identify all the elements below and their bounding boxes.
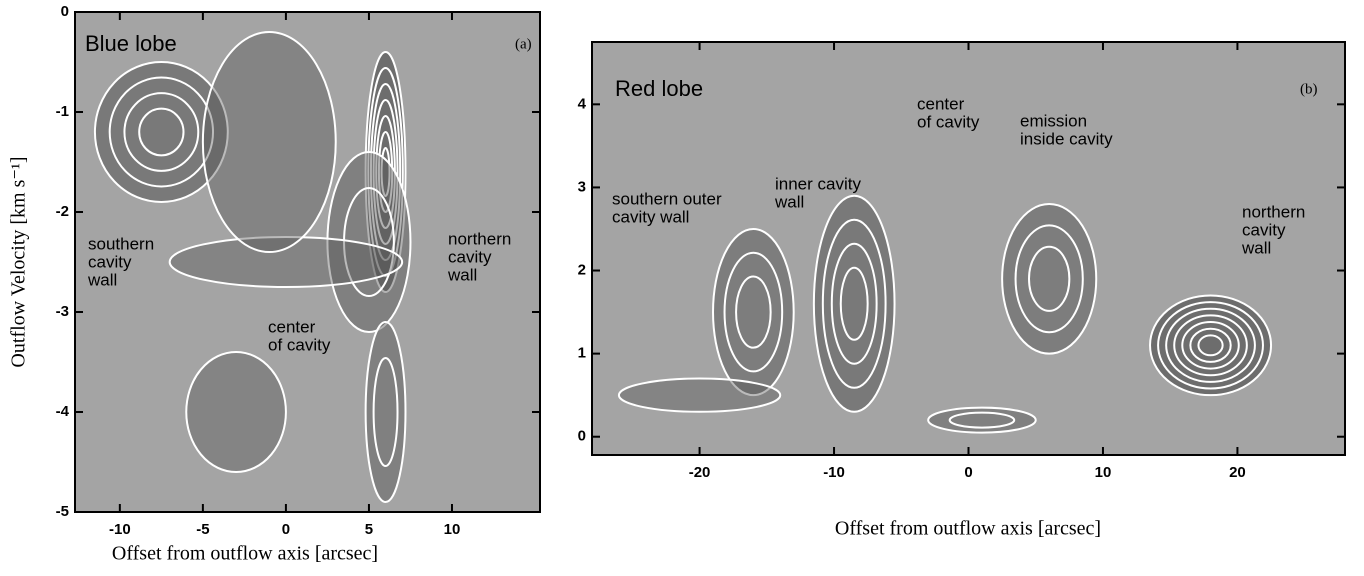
lobe-label: Red lobe xyxy=(615,76,703,101)
x-tick-label: 5 xyxy=(365,521,373,538)
y-tick-label: 0 xyxy=(578,428,586,445)
x-tick-label: -10 xyxy=(109,521,131,538)
contour xyxy=(1173,314,1248,377)
emission-shade xyxy=(94,62,228,202)
annotation: center xyxy=(917,94,965,113)
x-axis-label: Offset from outflow axis [arcsec] xyxy=(835,518,1101,540)
emission-shade xyxy=(618,378,781,412)
emission-shade xyxy=(1150,295,1272,396)
contour xyxy=(377,131,394,213)
contour xyxy=(1165,307,1256,383)
contour xyxy=(343,187,395,297)
annotation: southern xyxy=(88,234,154,253)
contour xyxy=(168,236,404,288)
contour xyxy=(821,218,887,389)
contour xyxy=(735,275,772,349)
y-tick-label: -5 xyxy=(56,503,69,520)
y-tick-label: 2 xyxy=(578,261,586,278)
annotation: cavity xyxy=(1242,220,1286,239)
contour xyxy=(927,406,1037,434)
y-tick-label: -3 xyxy=(56,303,69,320)
contour xyxy=(1014,224,1084,334)
annotation: center xyxy=(268,317,316,336)
contour xyxy=(1181,321,1240,370)
contour xyxy=(123,92,200,172)
contour xyxy=(372,357,399,467)
y-tick-label: 0 xyxy=(61,3,69,20)
annotation: emission xyxy=(1020,111,1087,130)
annotation: southern outer xyxy=(612,189,722,208)
x-tick-label: -20 xyxy=(689,464,711,481)
contour xyxy=(812,194,896,413)
annotation: inner cavity xyxy=(775,174,861,193)
contour xyxy=(201,31,337,253)
emission-shade xyxy=(327,152,411,332)
x-tick-label: -10 xyxy=(823,464,845,481)
annotation: wall xyxy=(774,192,804,211)
y-tick-label: 1 xyxy=(578,345,586,362)
annotation: cavity wall xyxy=(612,207,689,226)
x-tick-label: 0 xyxy=(282,521,290,538)
emission-shade xyxy=(365,322,406,502)
contour xyxy=(369,83,402,261)
contour xyxy=(364,321,407,503)
contour xyxy=(830,242,878,365)
y-tick-label: -2 xyxy=(56,203,69,220)
contour xyxy=(723,251,784,373)
contour xyxy=(948,411,1016,429)
emission-shade xyxy=(813,195,895,412)
contour xyxy=(839,266,869,341)
contour xyxy=(138,107,185,157)
plot-frame xyxy=(74,11,541,513)
x-tick-label: 10 xyxy=(444,521,461,538)
lobe-label: Blue lobe xyxy=(85,31,177,56)
y-tick-label: 3 xyxy=(578,178,586,195)
contour xyxy=(108,76,215,188)
annotation: wall xyxy=(447,265,477,284)
contour xyxy=(372,99,399,245)
contour xyxy=(1197,334,1224,357)
emission-shade xyxy=(928,407,1036,433)
panel-label: (a) xyxy=(515,36,532,52)
contour xyxy=(185,351,287,473)
y-tick-label: -1 xyxy=(56,103,69,120)
panel-label: (b) xyxy=(1300,81,1318,97)
annotation: wall xyxy=(1241,238,1271,257)
contour xyxy=(712,227,795,397)
x-tick-label: 0 xyxy=(964,464,972,481)
annotation: northern xyxy=(1242,202,1305,221)
emission-shade xyxy=(186,352,286,472)
contour xyxy=(617,377,782,413)
y-tick-label: -4 xyxy=(56,403,70,420)
annotation: of cavity xyxy=(268,335,331,354)
contour xyxy=(364,51,407,293)
x-tick-label: 10 xyxy=(1095,464,1112,481)
emission-shade xyxy=(202,32,336,252)
annotation: of cavity xyxy=(917,112,980,131)
annotation: cavity xyxy=(448,247,492,266)
x-tick-label: -5 xyxy=(196,521,209,538)
annotation: wall xyxy=(87,270,117,289)
annotation: cavity xyxy=(88,252,132,271)
x-axis-label: Offset from outflow axis [arcsec] xyxy=(112,543,378,565)
contour xyxy=(1189,327,1232,363)
emission-shade xyxy=(169,237,403,287)
annotation: northern xyxy=(448,229,511,248)
contour xyxy=(1028,245,1071,312)
y-axis-label: Outflow Velocity [km s⁻¹] xyxy=(8,156,30,367)
x-tick-label: 20 xyxy=(1229,464,1246,481)
contour xyxy=(380,147,391,197)
annotation: inside cavity xyxy=(1020,129,1113,148)
contour xyxy=(326,151,412,333)
contour xyxy=(1149,294,1273,397)
contour xyxy=(1001,203,1098,355)
contour xyxy=(1157,301,1264,390)
y-tick-label: 4 xyxy=(578,95,587,112)
contour xyxy=(93,61,229,203)
